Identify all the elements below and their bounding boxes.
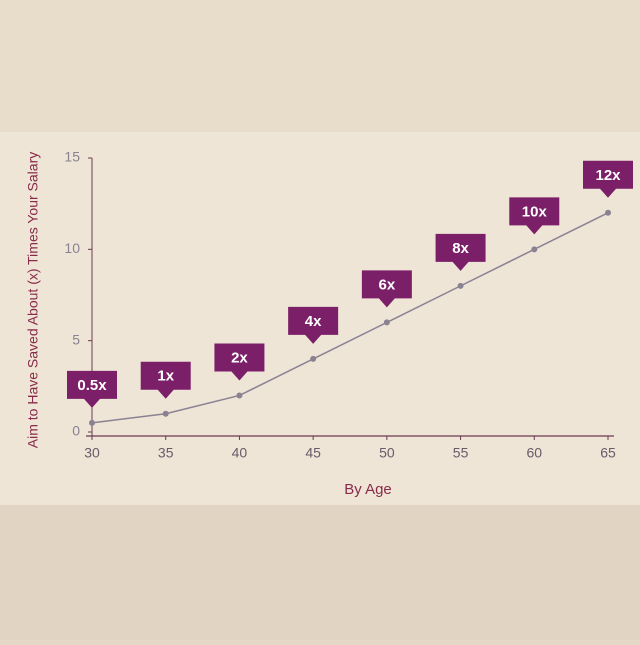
callout	[509, 197, 560, 235]
callout	[214, 343, 265, 381]
value-label: 8x	[452, 240, 469, 257]
value-label: 0.5x	[77, 377, 107, 394]
y-tick-label: 10	[64, 240, 80, 256]
point	[605, 209, 611, 216]
x-axis-label: By Age	[344, 481, 392, 498]
x-tick-label: 40	[232, 445, 248, 461]
bottom-band	[0, 505, 640, 640]
line	[91, 212, 609, 424]
x-tick-label: 35	[158, 445, 174, 461]
x-tick-label: 65	[600, 445, 616, 461]
value-label: 10x	[522, 203, 548, 220]
x-tick-label: 60	[526, 445, 542, 461]
point	[89, 419, 95, 426]
y-axis-label: Aim to Have Saved About (x) Times Your S…	[25, 152, 41, 448]
x-tick-label: 30	[84, 445, 100, 461]
x-tick-label: 50	[379, 445, 395, 461]
y-tick-label: 5	[72, 331, 80, 347]
value-label: 2x	[231, 349, 248, 366]
callout	[435, 233, 486, 271]
callout	[583, 160, 633, 198]
x-tick-label: 55	[453, 445, 469, 461]
value-label: 1x	[157, 368, 174, 385]
callout	[288, 306, 339, 344]
y-tick-label: 0	[72, 423, 80, 439]
y-tick-label: 15	[64, 149, 80, 165]
value-label: 6x	[379, 276, 396, 293]
point	[310, 355, 317, 362]
callout	[140, 361, 191, 399]
point	[383, 319, 390, 326]
callout	[67, 370, 117, 408]
x-tick-label: 45	[305, 445, 321, 461]
value-label: 4x	[305, 313, 322, 330]
point	[236, 392, 243, 399]
point	[531, 246, 538, 253]
point	[457, 282, 464, 289]
point	[162, 410, 169, 417]
value-label: 12x	[595, 167, 621, 184]
callout	[361, 270, 412, 308]
top-band	[0, 0, 640, 132]
